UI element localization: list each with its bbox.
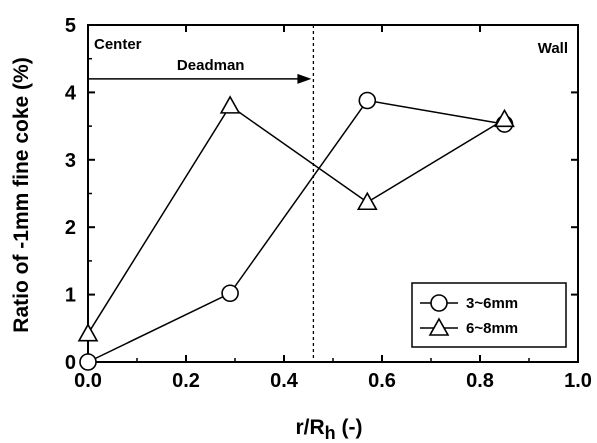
series-6-8mm-line	[87, 104, 505, 335]
series-6-8mm-point	[219, 95, 241, 114]
x-tick-label: 0.6	[368, 370, 396, 392]
y-tick-label: 4	[65, 82, 77, 104]
series-3-6mm-point	[221, 284, 239, 303]
y-tick-label: 2	[65, 217, 76, 239]
y-tick-label: 5	[65, 15, 76, 37]
legend-3-6mm-label: 3~6mm	[466, 295, 518, 312]
series-6-8mm-point	[494, 108, 515, 128]
legend-3-6mm-marker	[430, 294, 448, 312]
x-tick-label: 0.2	[172, 370, 200, 392]
legend-6-8mm-label: 6~8mm	[466, 320, 518, 337]
x-axis-title: r/Rh (-)	[295, 416, 362, 443]
x-tick-label: 0.8	[466, 370, 494, 392]
y-tick-label: 0	[65, 352, 76, 374]
y-tick-label: 3	[65, 150, 76, 172]
series-3-6mm-point	[358, 91, 377, 110]
deadman-label: Deadman	[177, 57, 245, 74]
x-tick-label: 0.4	[270, 370, 299, 392]
x-tick-label: 1.0	[564, 370, 592, 392]
y-tick-label: 1	[65, 285, 76, 307]
legend-6-8mm-marker	[428, 317, 450, 336]
series-6-8mm-point	[356, 191, 378, 211]
series-3-6mm-line	[87, 99, 505, 363]
x-tick-label: 0.0	[74, 370, 102, 392]
deadman-arrow-head	[297, 73, 312, 84]
series-3-6mm-point	[79, 353, 97, 371]
y-axis-title: Ratio of -1mm fine coke (%)	[10, 57, 33, 332]
legend-box	[411, 282, 567, 348]
wall-label: Wall	[538, 40, 568, 57]
series-6-8mm-point	[77, 323, 99, 342]
center-label: Center	[94, 36, 142, 53]
